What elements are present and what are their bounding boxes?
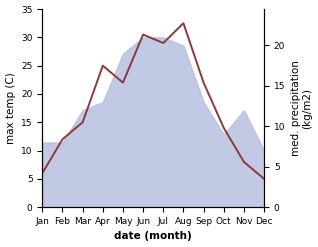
Y-axis label: max temp (C): max temp (C): [5, 72, 16, 144]
X-axis label: date (month): date (month): [114, 231, 192, 242]
Y-axis label: med. precipitation
(kg/m2): med. precipitation (kg/m2): [291, 60, 313, 156]
